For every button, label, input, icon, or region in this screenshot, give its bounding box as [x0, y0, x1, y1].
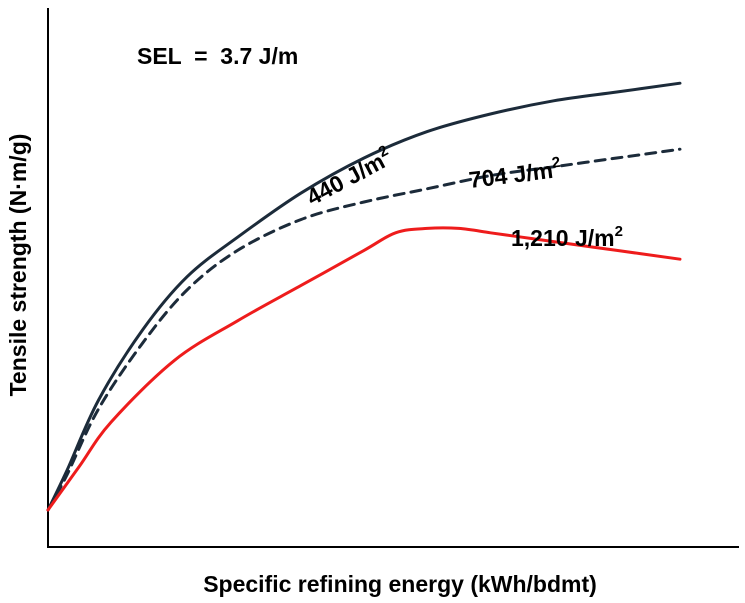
series-line-1	[46, 81, 682, 512]
series-line-3	[46, 226, 682, 512]
x-axis-title: Specific refining energy (kWh/bdmt)	[203, 571, 597, 597]
series-label-704: 704 J/m2	[467, 154, 562, 193]
series-label-1210: 1,210 J/m2	[511, 223, 623, 251]
series-label-440: 440 J/m2	[301, 142, 396, 210]
series-layer	[46, 81, 682, 512]
sel-annotation: SEL = 3.7 J/m	[137, 43, 298, 69]
series-line-2	[46, 147, 682, 512]
chart-axes	[47, 8, 739, 548]
y-axis-title: Tensile strength (N·m/g)	[5, 134, 31, 397]
